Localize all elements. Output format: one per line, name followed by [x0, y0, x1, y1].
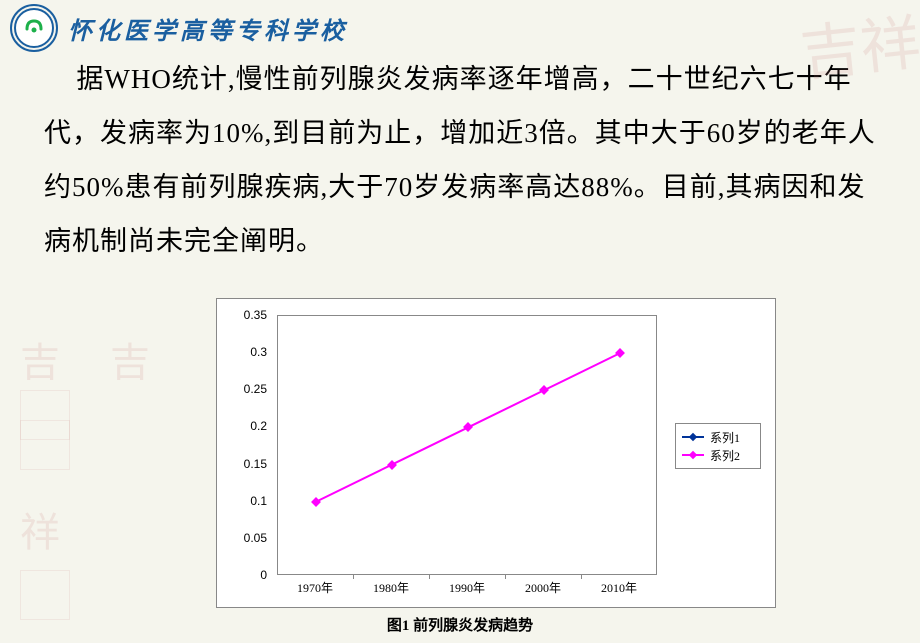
x-tick-label: 2000年 [525, 579, 561, 596]
y-axis-labels: 00.050.10.150.20.250.30.35 [217, 315, 273, 575]
x-tick-label: 1980年 [373, 579, 409, 596]
watermark-left-1: 吉 [20, 330, 60, 388]
y-tick-label: 0.1 [250, 494, 267, 508]
watermark-left-4: 祥 [20, 500, 60, 558]
paragraph-text: 据WHO统计,慢性前列腺炎发病率逐年增高，二十世纪六七十年代，发病率为10%,到… [44, 64, 876, 256]
school-name: 怀化医学高等专科学校 [68, 11, 348, 46]
x-axis-labels: 1970年 1980年 1990年 2000年 2010年 [277, 579, 657, 599]
legend-label: 系列1 [710, 429, 740, 446]
chart-container: 0 0.05 0.1 0.15 0.2 0.25 0.3 0.35 1970年 1980年 199… [216, 298, 776, 608]
legend-item: 系列2 [682, 446, 754, 464]
logo-icon [14, 8, 54, 48]
watermark-left-3 [20, 420, 70, 470]
legend-item: 系列1 [682, 428, 754, 446]
school-logo [10, 4, 58, 52]
y-tick-label: 0.25 [244, 382, 267, 396]
header: 怀化医学高等专科学校 [0, 0, 920, 52]
legend-label: 系列2 [710, 447, 740, 464]
chart-caption: 图1 前列腺炎发病趋势 [0, 614, 920, 635]
y-tick-label: 0.35 [244, 308, 267, 322]
y-tick-label: 0.3 [250, 345, 267, 359]
body-paragraph: 据WHO统计,慢性前列腺炎发病率逐年增高，二十世纪六七十年代，发病率为10%,到… [0, 52, 920, 268]
chart-line-svg [278, 316, 656, 574]
y-tick-label: 0.15 [244, 457, 267, 471]
y-tick-label: 0.05 [244, 531, 267, 545]
x-tick-label: 1970年 [297, 579, 333, 596]
chart-plot-area [277, 315, 657, 575]
watermark-center: 吉 [110, 330, 150, 388]
watermark-left-2 [20, 390, 70, 440]
x-tick-label: 1990年 [449, 579, 485, 596]
watermark-left-5 [20, 570, 70, 620]
x-tick-label: 2010年 [601, 579, 637, 596]
y-tick-label: 0.2 [250, 419, 267, 433]
y-tick-label: 0 [260, 568, 267, 582]
chart-legend: 系列1系列2 [675, 423, 761, 469]
